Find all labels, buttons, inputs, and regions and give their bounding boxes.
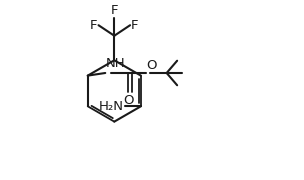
Text: O: O [147, 59, 157, 72]
Text: NH: NH [106, 57, 126, 70]
Text: F: F [111, 4, 118, 17]
Text: F: F [131, 19, 138, 32]
Text: O: O [123, 94, 133, 107]
Text: H₂N: H₂N [99, 100, 124, 113]
Text: F: F [90, 19, 98, 32]
